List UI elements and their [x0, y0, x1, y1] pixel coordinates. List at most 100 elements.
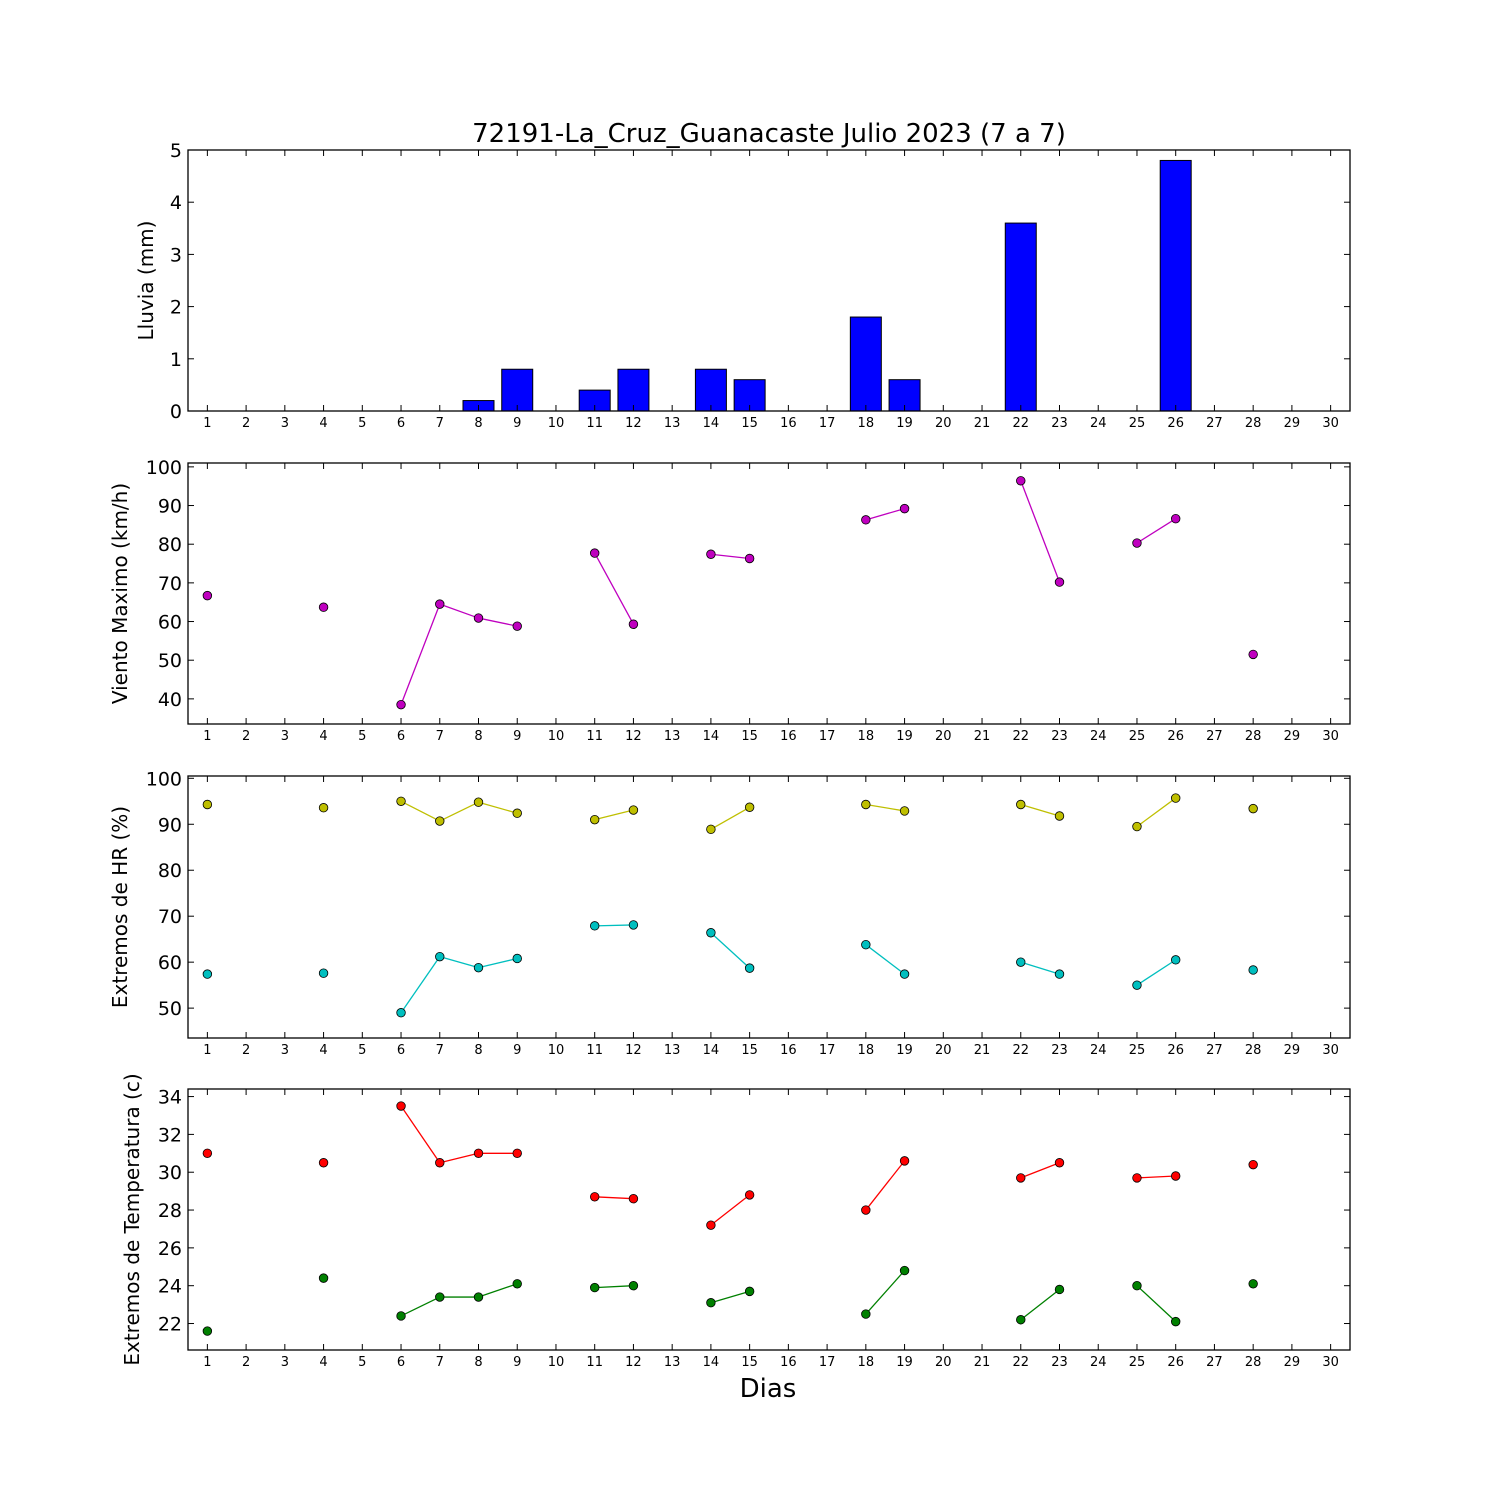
series-2-point-day-26 [1170, 1316, 1181, 1327]
series-1-point-day-1 [202, 590, 213, 601]
x-tick-label: 3 [281, 1043, 289, 1058]
x-tick-label: 8 [474, 1043, 482, 1058]
series-1-point-day-19 [899, 806, 910, 816]
x-tick-label: 11 [586, 416, 603, 431]
x-tick-label: 4 [319, 1355, 327, 1370]
x-tick-label: 17 [819, 1355, 836, 1370]
x-tick-label: 26 [1167, 416, 1184, 431]
series-1-point-day-28 [1248, 803, 1258, 814]
y-tick-label: 90 [158, 496, 182, 518]
x-tick-label: 30 [1322, 729, 1339, 744]
series-1-point-day-14 [706, 549, 716, 559]
series-2-segment-8 [478, 1283, 518, 1298]
series-2-point-day-26 [1170, 955, 1181, 965]
series-1-point-day-25 [1132, 821, 1142, 832]
x-tick-label: 23 [1051, 1355, 1068, 1370]
series-1-point-day-22 [1016, 1173, 1026, 1183]
series-2-segment-18 [865, 1270, 906, 1315]
x-tick-label: 28 [1245, 416, 1262, 431]
x-tick-label: 8 [474, 416, 482, 431]
series-2-segment-7 [439, 956, 479, 969]
series-1-point-day-25 [1132, 538, 1142, 548]
series-2-segment-25 [1136, 959, 1177, 986]
series-1-point-day-7 [435, 1158, 445, 1168]
x-tick-label: 23 [1051, 416, 1068, 431]
panel-4: 1 2 3 4 5 6 7 8 9 10 11 12 13 14 15 16 17 18 19 20 21 22 23 24 2… [120, 1073, 1351, 1404]
x-tick-label: 30 [1322, 1043, 1339, 1058]
series-2-segment-8 [478, 957, 518, 969]
series-1-segment-6 [400, 603, 441, 705]
series-2-segment-25 [1136, 1285, 1177, 1323]
series-1-segment-6 [400, 800, 441, 822]
x-tick-label: 7 [436, 729, 444, 744]
x-tick-label: 24 [1090, 1043, 1107, 1058]
y-tick-label: 2 [170, 297, 182, 319]
x-tick-label: 24 [1090, 416, 1107, 431]
series-1-point-day-6 [396, 796, 406, 806]
x-tick-label: 2 [242, 729, 250, 744]
series-2-point-day-12 [628, 920, 639, 930]
x-tick-label: 14 [703, 1355, 720, 1370]
series-2-point-day-19 [899, 969, 910, 979]
series-2-point-day-11 [590, 1282, 600, 1293]
x-tick-label: 27 [1206, 416, 1223, 431]
x-tick-label: 20 [935, 729, 952, 744]
x-tick-label: 22 [1012, 416, 1029, 431]
series-1-point-day-26 [1170, 513, 1181, 524]
series-1-segment-8 [478, 617, 518, 627]
series-1-point-day-22 [1016, 799, 1026, 810]
x-tick-label: 13 [664, 729, 681, 744]
series-2-segment-6 [400, 1296, 441, 1317]
series-2-point-day-4 [318, 968, 329, 978]
x-tick-label: 29 [1284, 416, 1301, 431]
x-tick-label: 6 [397, 1043, 405, 1058]
y-tick-label: 70 [158, 906, 182, 928]
y-tick-label: 34 [158, 1087, 182, 1109]
series-1-point-day-4 [318, 803, 329, 813]
x-tick-label: 19 [896, 729, 913, 744]
x-tick-label: 6 [397, 1355, 405, 1370]
x-tick-label: 14 [703, 729, 720, 744]
y-axis-label: Lluvia (mm) [134, 221, 158, 341]
series-1-segment-18 [865, 1160, 906, 1211]
x-tick-label: 27 [1206, 1355, 1223, 1370]
series-1-point-day-23 [1054, 1158, 1065, 1168]
x-tick-label: 7 [436, 1043, 444, 1058]
x-tick-label: 19 [896, 1355, 913, 1370]
plot-frame [187, 1088, 1351, 1351]
x-tick-label: 1 [203, 416, 211, 431]
x-tick-label: 26 [1167, 1355, 1184, 1370]
x-tick-label: 4 [319, 416, 327, 431]
series-1-point-day-6 [396, 1101, 406, 1111]
x-tick-label: 18 [858, 1043, 875, 1058]
x-tick-label: 9 [513, 416, 521, 431]
series-2-point-day-19 [899, 1265, 910, 1276]
series-2-point-day-18 [861, 1309, 871, 1319]
bar-day-22 [1004, 222, 1037, 412]
series-1-point-day-11 [590, 548, 600, 558]
y-tick-label: 100 [146, 457, 182, 479]
y-tick-label: 26 [158, 1238, 182, 1260]
series-1-point-day-9 [512, 621, 522, 631]
series-2-point-day-11 [590, 921, 600, 931]
series-2-segment-18 [865, 944, 905, 975]
x-tick-label: 15 [741, 1355, 758, 1370]
series-2-segment-14 [710, 932, 751, 969]
series-2-point-day-1 [202, 969, 213, 979]
series-1-point-day-18 [861, 799, 871, 810]
bar-day-18 [849, 316, 882, 412]
y-tick-label: 22 [158, 1314, 182, 1336]
series-2-point-day-7 [435, 951, 445, 962]
series-1-point-day-19 [899, 503, 910, 514]
x-tick-label: 13 [664, 416, 681, 431]
x-tick-label: 26 [1167, 729, 1184, 744]
series-2-point-day-22 [1016, 1315, 1026, 1325]
x-tick-label: 23 [1051, 729, 1068, 744]
series-2-point-day-25 [1132, 1280, 1142, 1291]
series-2-point-day-8 [473, 1292, 484, 1302]
series-1-segment-7 [439, 603, 479, 619]
x-tick-label: 2 [242, 1043, 250, 1058]
x-tick-label: 24 [1090, 729, 1107, 744]
x-tick-label: 16 [780, 1043, 797, 1058]
x-tick-label: 19 [896, 416, 913, 431]
